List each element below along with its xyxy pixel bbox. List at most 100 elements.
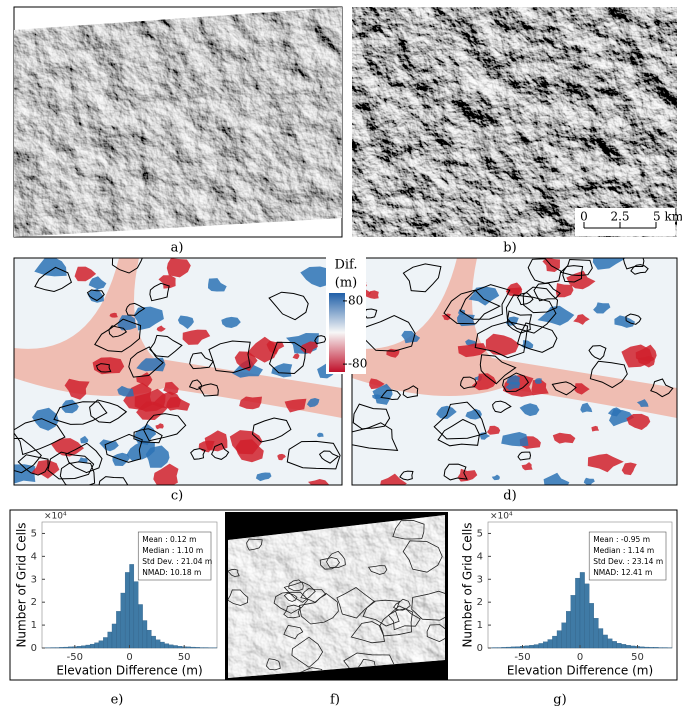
bar <box>90 644 94 648</box>
scale-label: 0 <box>580 210 588 224</box>
panel-label: e) <box>111 693 124 708</box>
bar <box>603 635 608 648</box>
bar <box>548 640 553 648</box>
bar <box>130 564 134 648</box>
y-tick-label: 3 <box>31 574 37 585</box>
scale-label: 5 km <box>653 210 682 224</box>
bar <box>589 603 594 648</box>
bar <box>598 629 603 648</box>
stats-text: Median : 1.10 m <box>142 546 203 555</box>
y-tick-label: 3 <box>477 574 483 585</box>
bar <box>108 632 112 648</box>
bar <box>525 646 530 648</box>
stats-text: Mean : 0.12 m <box>142 535 196 544</box>
colorbar-title: Dif. <box>334 258 357 273</box>
stats-text: Median : 1.14 m <box>593 546 654 555</box>
bar <box>621 644 626 648</box>
bar <box>543 642 548 648</box>
y-tick-label: 4 <box>477 551 483 562</box>
bar <box>552 636 557 648</box>
bar <box>594 618 599 648</box>
y-tick-label: 2 <box>477 597 483 608</box>
bar <box>644 647 649 648</box>
bar <box>103 637 107 648</box>
x-tick-label: 50 <box>631 652 644 663</box>
bar <box>169 645 173 648</box>
x-tick-label: -50 <box>67 652 83 663</box>
panel-f <box>225 512 462 687</box>
bar <box>516 647 521 648</box>
bar <box>151 636 155 648</box>
panel-label: a) <box>171 241 184 256</box>
bar <box>68 647 72 648</box>
panel-b <box>352 7 677 237</box>
panel-d <box>344 249 677 492</box>
stats-text: NMAD: 10.18 m <box>142 568 201 577</box>
bar <box>640 647 645 648</box>
panel-label: d) <box>503 489 516 504</box>
bar <box>60 647 64 648</box>
bar <box>649 647 654 648</box>
bar <box>580 572 585 648</box>
stats-text: Std Dev. : 23.14 m <box>593 557 663 566</box>
bar <box>571 595 576 648</box>
bar <box>156 640 160 648</box>
bar <box>134 582 138 648</box>
panel-label: g) <box>553 693 566 708</box>
bar <box>195 647 199 648</box>
bar <box>608 639 613 648</box>
bar <box>654 647 659 648</box>
stats-text: Mean : -0.95 m <box>593 535 650 544</box>
colorbar-tick-label: 80 <box>348 293 363 307</box>
bar <box>562 623 567 648</box>
bar <box>529 645 534 648</box>
y-tick-label: 1 <box>477 620 483 631</box>
bar <box>178 646 182 648</box>
y-tick-label: 0 <box>477 643 483 654</box>
panel-c <box>0 247 354 492</box>
x-tick-label: 0 <box>577 652 583 663</box>
bar <box>585 584 590 648</box>
bar <box>612 641 617 648</box>
bar <box>631 646 636 648</box>
bar <box>125 572 129 648</box>
colorbar-tick-label: -80 <box>348 357 367 371</box>
panel-a <box>14 7 342 237</box>
x-axis-title: Elevation Difference (m) <box>56 664 202 678</box>
bar <box>502 647 507 648</box>
hillshade <box>352 7 677 237</box>
bar <box>534 645 539 648</box>
y-multiplier: ×10⁴ <box>44 512 67 522</box>
x-tick-label: 0 <box>126 652 132 663</box>
bar <box>81 646 85 648</box>
stats-text: NMAD: 12.41 m <box>593 568 652 577</box>
bar <box>99 641 103 648</box>
figure: Dif. (m) a)b)c)d)e)f)g)02.55 km80-800123… <box>0 0 682 707</box>
y-tick-label: 4 <box>31 551 37 562</box>
bar <box>191 647 195 648</box>
y-tick-label: 2 <box>31 597 37 608</box>
bar <box>121 593 125 648</box>
colorbar-unit: (m) <box>335 276 357 291</box>
y-multiplier: ×10⁴ <box>490 512 513 522</box>
bar <box>143 621 147 648</box>
bar <box>566 611 571 648</box>
bar <box>626 645 631 648</box>
x-axis-title: Elevation Difference (m) <box>507 664 653 678</box>
y-tick-label: 5 <box>477 528 483 539</box>
bar <box>557 631 562 648</box>
scale-label: 2.5 <box>610 210 629 224</box>
bar <box>511 647 516 648</box>
y-axis-title: Number of Grid Cells <box>461 522 475 647</box>
bar <box>617 643 622 648</box>
panel-label: c) <box>171 489 183 504</box>
bar <box>186 647 190 648</box>
colorbar-gradient <box>329 293 345 372</box>
y-tick-label: 1 <box>31 620 37 631</box>
bar <box>506 647 511 648</box>
x-tick-label: 50 <box>178 652 191 663</box>
y-tick-label: 0 <box>31 643 37 654</box>
bar <box>173 645 177 648</box>
